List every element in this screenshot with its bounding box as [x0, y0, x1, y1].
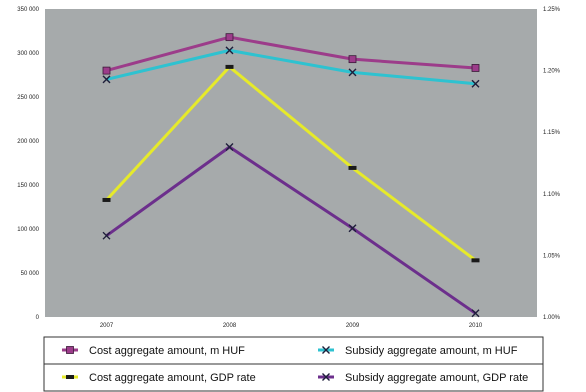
left-axis-ticks: 0 50 000 100 000 150 000 200 000 250 000 300 0… [17, 7, 39, 321]
data-point [225, 46, 234, 55]
legend-label: Subsidy aggregate amount, m HUF [345, 345, 518, 357]
plot-area [45, 9, 537, 317]
data-point [225, 33, 234, 42]
series-line [106, 35, 476, 73]
series-group [102, 33, 480, 75]
y-right-tick-label: 1.00% [543, 315, 561, 321]
series-line [105, 145, 477, 315]
data-point [102, 231, 111, 240]
legend-label: Cost aggregate amount, GDP rate [89, 372, 256, 384]
legend: Cost aggregate amount, m HUF Subsidy aggr… [62, 345, 528, 384]
x-tick-label: 2008 [223, 323, 237, 329]
data-point [471, 309, 480, 318]
y-left-tick-label: 350 000 [17, 7, 39, 13]
data-point [225, 142, 234, 151]
data-point [322, 373, 330, 381]
y-right-tick-label: 1.05% [543, 253, 561, 259]
data-point [471, 64, 480, 72]
series-group [102, 142, 480, 318]
data-point [471, 79, 480, 88]
y-right-tick-label: 1.25% [543, 7, 561, 13]
series-group [102, 64, 480, 263]
data-point [225, 64, 234, 69]
data-point [66, 346, 74, 354]
legend-label: Subsidy aggregate amount, GDP rate [345, 372, 528, 384]
y-left-tick-label: 200 000 [17, 139, 39, 145]
data-point [348, 224, 357, 233]
y-right-tick-label: 1.10% [543, 192, 561, 198]
y-right-tick-label: 1.15% [543, 130, 561, 136]
y-left-tick-label: 50 000 [21, 271, 40, 277]
series-line [105, 65, 477, 262]
y-left-tick-label: 300 000 [17, 51, 39, 57]
data-point [471, 258, 480, 263]
y-left-tick-label: 250 000 [17, 95, 39, 101]
data-point [322, 346, 330, 354]
data-point [348, 55, 357, 64]
x-tick-label: 2010 [469, 323, 483, 329]
data-point [102, 197, 111, 202]
series-group [102, 46, 480, 88]
data-point [102, 75, 111, 84]
data-point [66, 375, 74, 379]
x-tick-label: 2007 [100, 323, 114, 329]
series-layer [102, 33, 480, 318]
data-point [102, 66, 111, 75]
y-left-tick-label: 100 000 [17, 227, 39, 233]
data-point [348, 165, 357, 170]
x-axis-ticks: 2007 2008 2009 2010 [100, 323, 483, 329]
right-axis-ticks: 1.00% 1.05% 1.10% 1.15% 1.20% 1.25% [543, 7, 561, 321]
y-left-tick-label: 0 [36, 315, 40, 321]
y-right-tick-label: 1.20% [543, 69, 561, 75]
series-line [106, 48, 476, 86]
x-tick-label: 2009 [346, 323, 360, 329]
legend-label: Cost aggregate amount, m HUF [89, 345, 245, 357]
y-left-tick-label: 150 000 [17, 183, 39, 189]
data-point [348, 68, 357, 77]
